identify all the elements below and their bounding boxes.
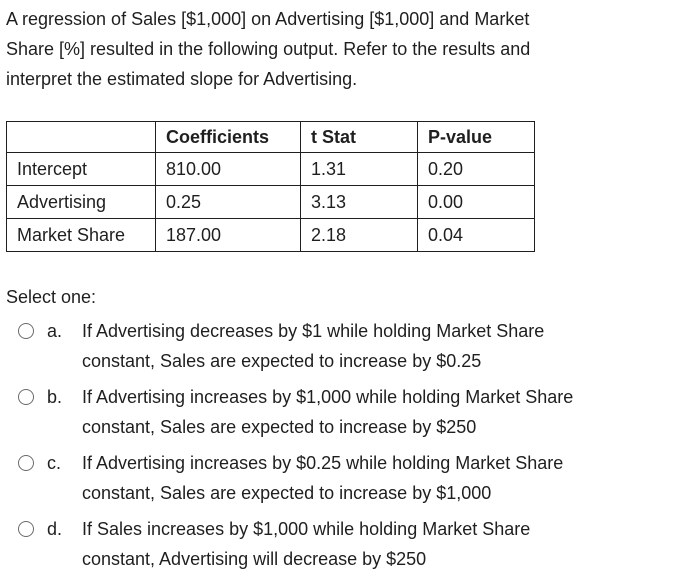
table-header-row: Coefficients t Stat P-value [6, 121, 535, 153]
coefficient-cell: 810.00 [155, 152, 301, 186]
t-stat-cell: 2.18 [300, 218, 418, 252]
option-text-line: If Advertising increases by $1,000 while… [82, 387, 574, 407]
option-text-line: If Advertising increases by $0.25 while … [82, 453, 564, 473]
option-text-line: constant, Advertising will decrease by $… [82, 549, 427, 569]
table-header-empty [6, 121, 156, 153]
p-value-cell: 0.20 [417, 152, 535, 186]
table-row: Advertising 0.25 3.13 0.00 [6, 185, 535, 219]
regression-output-table: Coefficients t Stat P-value Intercept 81… [6, 121, 535, 252]
option-letter: d. [47, 519, 63, 539]
row-label: Market Share [6, 218, 156, 252]
option-text: If Sales increases by $1,000 while holdi… [82, 514, 687, 574]
table-row: Intercept 810.00 1.31 0.20 [6, 152, 535, 186]
radio-button-c[interactable] [18, 455, 34, 471]
t-stat-cell: 3.13 [300, 185, 418, 219]
radio-button-b[interactable] [18, 389, 34, 405]
p-value-cell: 0.04 [417, 218, 535, 252]
option-letter: b. [47, 387, 63, 407]
option-text-line: If Sales increases by $1,000 while holdi… [82, 519, 531, 539]
table-header-p-value: P-value [417, 121, 535, 153]
question-line: A regression of Sales [$1,000] on Advert… [6, 9, 530, 29]
select-one-label: Select one: [6, 287, 97, 307]
coefficient-cell: 187.00 [155, 218, 301, 252]
option-text-line: constant, Sales are expected to increase… [82, 483, 492, 503]
t-stat-cell: 1.31 [300, 152, 418, 186]
option-text: If Advertising increases by $0.25 while … [82, 448, 687, 508]
table-header-coefficients: Coefficients [155, 121, 301, 153]
row-label: Advertising [6, 185, 156, 219]
question-line: interpret the estimated slope for Advert… [6, 69, 358, 89]
option-text-line: If Advertising decreases by $1 while hol… [82, 321, 545, 341]
coefficient-cell: 0.25 [155, 185, 301, 219]
table-row: Market Share 187.00 2.18 0.04 [6, 218, 535, 252]
option-letter: c. [47, 453, 62, 473]
option-text-line: constant, Sales are expected to increase… [82, 417, 477, 437]
radio-button-d[interactable] [18, 521, 34, 537]
option-text: If Advertising decreases by $1 while hol… [82, 316, 687, 376]
option-letter: a. [47, 321, 63, 341]
table-header-t-stat: t Stat [300, 121, 418, 153]
row-label: Intercept [6, 152, 156, 186]
question-text: A regression of Sales [$1,000] on Advert… [6, 4, 676, 94]
option-text: If Advertising increases by $1,000 while… [82, 382, 687, 442]
option-text-line: constant, Sales are expected to increase… [82, 351, 482, 371]
radio-button-a[interactable] [18, 323, 34, 339]
p-value-cell: 0.00 [417, 185, 535, 219]
question-line: Share [%] resulted in the following outp… [6, 39, 531, 59]
